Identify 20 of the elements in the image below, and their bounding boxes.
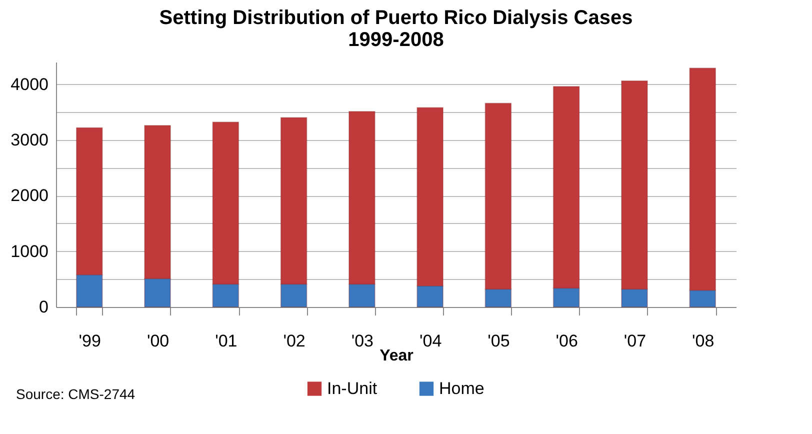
y-tick-label: 3000 [10, 130, 48, 150]
legend-label: In-Unit [327, 378, 378, 398]
y-tick-label: 1000 [10, 242, 48, 261]
legend-label: Home [439, 378, 484, 398]
source-note: Source: CMS-2744 [16, 386, 136, 402]
chart-title: Setting Distribution of Puerto Rico Dialysis Cases 1999-2008 [159, 7, 633, 51]
x-tick-label: '01 [215, 332, 238, 350]
x-tick-label: '03 [351, 332, 374, 350]
y-tick-label: 4000 [10, 74, 48, 94]
x-tick-label: '08 [692, 332, 714, 350]
y-tick-label: 2000 [10, 186, 48, 206]
x-tick-label: '99 [78, 332, 101, 350]
x-tick-label: '06 [556, 332, 578, 350]
x-axis-title: Year [380, 348, 414, 364]
x-tick-label: '05 [488, 332, 510, 350]
x-tick-label: '02 [283, 332, 306, 350]
x-tick-label: '00 [146, 332, 170, 350]
x-tick-label: '07 [624, 332, 646, 350]
x-tick-label: '04 [419, 332, 442, 350]
y-tick-label: 0 [39, 298, 48, 316]
